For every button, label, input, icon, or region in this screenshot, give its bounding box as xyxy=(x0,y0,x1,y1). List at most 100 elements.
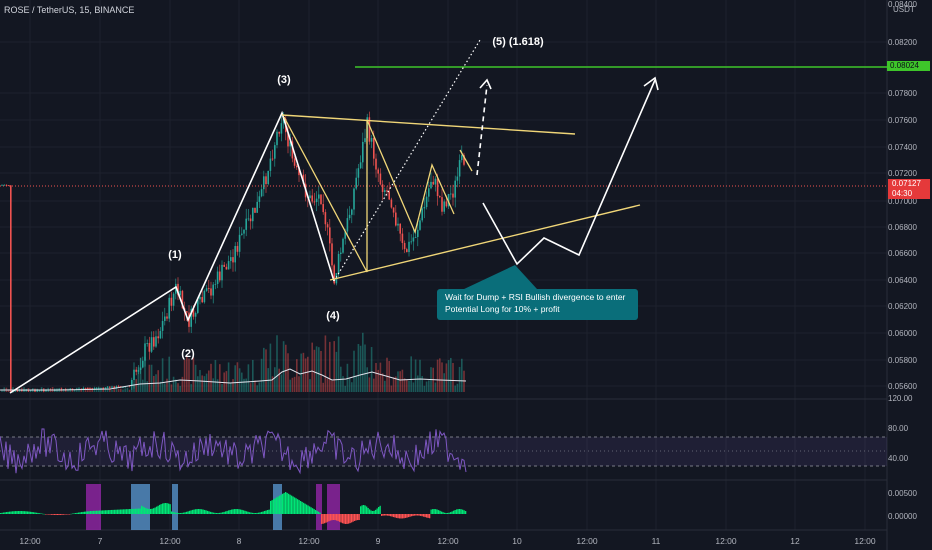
volume-bar xyxy=(201,375,203,392)
candle-body xyxy=(318,194,320,199)
lower-trendline[interactable] xyxy=(329,204,641,281)
volume-bar xyxy=(153,375,155,392)
macd-bar xyxy=(436,509,438,514)
volume-bar xyxy=(355,375,357,392)
macd-bar xyxy=(448,512,450,514)
macd-bar xyxy=(408,514,410,518)
macd-bar xyxy=(375,509,377,514)
dashed-up-arrow[interactable] xyxy=(476,84,488,176)
macd-bar xyxy=(150,508,152,514)
macd-bar xyxy=(87,511,89,514)
volume-bar xyxy=(309,379,311,392)
wave-3-label[interactable]: (3) xyxy=(277,74,291,86)
trade-callout[interactable]: Wait for Dump + RSI Bullish divergence t… xyxy=(437,289,638,320)
symbol-title[interactable]: ROSE / TetherUS, 15, BINANCE xyxy=(4,5,135,15)
volume-bar xyxy=(408,380,410,392)
candle-body xyxy=(276,131,278,146)
candle-body xyxy=(252,207,254,222)
volume-bar xyxy=(359,345,362,392)
volume-bar xyxy=(318,347,320,392)
macd-bar xyxy=(244,510,246,514)
macd-bar xyxy=(256,512,258,514)
wave-4-label[interactable]: (4) xyxy=(326,310,340,322)
time-tick: 8 xyxy=(236,536,242,546)
macd-bar xyxy=(246,511,248,514)
macd-bar xyxy=(213,512,215,514)
volume-bar xyxy=(280,374,283,392)
candle-body xyxy=(258,196,261,202)
macd-bar xyxy=(66,514,68,515)
volume-bar xyxy=(346,363,349,392)
volume-bar xyxy=(373,378,375,392)
candle-body xyxy=(377,169,379,174)
candle-body xyxy=(458,160,461,177)
volume-bar xyxy=(170,384,173,392)
macd-bar xyxy=(127,509,129,514)
volume-bar xyxy=(326,378,329,392)
macd-bar xyxy=(22,511,24,514)
volume-bar xyxy=(243,378,245,392)
inner-wave-tail[interactable] xyxy=(459,149,473,172)
candle-body xyxy=(102,387,104,389)
macd-bar xyxy=(58,514,60,515)
candle-body xyxy=(241,233,243,235)
macd-bar xyxy=(67,514,69,515)
macd-bar xyxy=(135,508,137,514)
time-tick: 12:00 xyxy=(19,536,41,546)
macd-band xyxy=(172,484,178,530)
macd-tick: 0.00000 xyxy=(888,512,917,521)
candle-body xyxy=(368,117,371,142)
elliott-wave-path[interactable] xyxy=(9,110,335,394)
projected-arrowhead[interactable] xyxy=(643,76,659,91)
dashed-arrowhead[interactable] xyxy=(479,78,492,90)
macd-bar xyxy=(387,514,389,516)
volume-bar xyxy=(181,376,184,392)
candle-body xyxy=(320,194,322,205)
volume-bar xyxy=(71,389,74,392)
volume-bar xyxy=(364,344,366,392)
macd-bar xyxy=(82,511,84,514)
candle-body xyxy=(245,218,247,230)
macd-bar xyxy=(217,512,219,514)
volume-bar xyxy=(197,376,199,392)
macd-bar xyxy=(421,514,423,517)
candle-body xyxy=(315,198,318,203)
macd-bar xyxy=(234,509,236,514)
inner-wave-lines[interactable] xyxy=(283,116,455,273)
volume-bar xyxy=(111,389,113,392)
macd-bar xyxy=(61,514,63,515)
candle-body xyxy=(197,299,199,313)
macd-bar xyxy=(43,513,45,515)
macd-bar xyxy=(226,510,228,514)
candle-body xyxy=(177,283,179,296)
time-tick: 7 xyxy=(97,536,103,546)
volume-bar xyxy=(115,387,118,392)
candle-body xyxy=(69,388,71,390)
macd-bar xyxy=(235,509,237,514)
volume-bar xyxy=(436,359,439,392)
candle-body xyxy=(157,336,159,339)
candle-body xyxy=(265,176,267,185)
volume-bar xyxy=(342,376,344,392)
volume-bar xyxy=(278,368,280,392)
wave-1-label[interactable]: (1) xyxy=(168,249,182,261)
projected-path[interactable] xyxy=(482,79,656,266)
macd-bar xyxy=(51,514,53,515)
macd-bar xyxy=(385,514,387,516)
macd-bar xyxy=(292,496,294,514)
volume-bar xyxy=(102,387,104,392)
macd-bar xyxy=(160,504,162,514)
volume-bar xyxy=(98,387,100,392)
volume-bar xyxy=(300,353,302,392)
macd-bar xyxy=(327,514,329,522)
macd-bar xyxy=(183,512,185,514)
wave-5-label[interactable]: (5) (1.618) xyxy=(492,36,544,48)
macd-bar xyxy=(21,511,23,514)
macd-bar xyxy=(196,509,198,514)
wave-2-label[interactable]: (2) xyxy=(181,348,195,360)
candle-body xyxy=(260,189,263,197)
wave5-projection-line[interactable] xyxy=(333,39,481,282)
upper-trendline[interactable] xyxy=(281,114,576,135)
volume-bar xyxy=(188,358,190,392)
